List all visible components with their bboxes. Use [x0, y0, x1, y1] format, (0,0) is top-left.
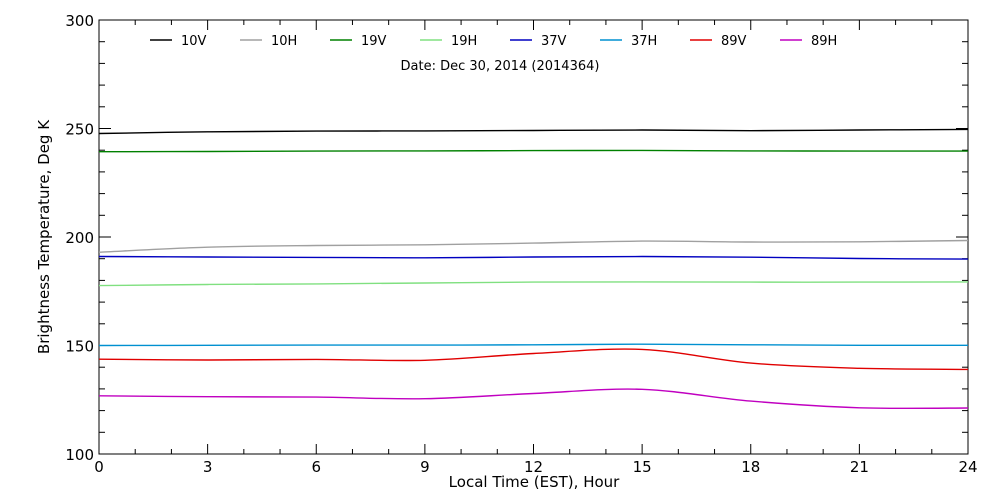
y-tick-label: 100 — [65, 446, 94, 464]
legend-label: 10V — [181, 34, 207, 49]
y-tick-label: 250 — [65, 121, 94, 139]
series-line-19h — [98, 281, 969, 287]
y-tick-label: 200 — [65, 229, 94, 247]
legend-item-19v: 19V — [330, 34, 387, 49]
series-line-37h — [98, 343, 969, 347]
x-tick-label: 9 — [420, 458, 430, 476]
legend-item-89h: 89H — [780, 34, 837, 49]
y-tick-label: 300 — [65, 12, 94, 30]
series-line-10v — [98, 128, 969, 135]
legend-label: 37H — [631, 34, 657, 49]
legend-item-10h: 10H — [240, 34, 297, 49]
x-tick-label: 21 — [850, 458, 869, 476]
legend-label: 37V — [541, 34, 567, 49]
y-axis-title: Brightness Temperature, Deg K — [35, 119, 53, 354]
legend-label: 19V — [361, 34, 387, 49]
legend-label: 89H — [811, 34, 837, 49]
chart-subtitle: Date: Dec 30, 2014 (2014364) — [401, 59, 600, 74]
plot-frame — [98, 19, 969, 455]
y-tick-label: 150 — [65, 338, 94, 356]
axis-ticks — [98, 19, 969, 455]
x-tick-label: 6 — [311, 458, 321, 476]
x-tick-label: 0 — [94, 458, 104, 476]
x-tick-label: 12 — [524, 458, 543, 476]
series-line-89h — [98, 388, 969, 410]
x-tick-label: 24 — [958, 458, 977, 476]
x-axis-title: Local Time (EST), Hour — [449, 473, 620, 491]
legend-item-89v: 89V — [690, 34, 747, 49]
series-line-37v — [98, 255, 969, 260]
legend-item-10v: 10V — [150, 34, 207, 49]
x-tick-label: 3 — [203, 458, 213, 476]
series-line-89v — [98, 348, 969, 371]
legend-label: 19H — [451, 34, 477, 49]
x-tick-label: 18 — [741, 458, 760, 476]
axis-tick-labels: 0 3 6 9 12 15 18 21 24 100 150 200 250 300 — [65, 12, 977, 476]
legend: 10V 10H 19V 19H 37V 37H 89V 89H — [150, 34, 837, 49]
series-line-19v — [98, 149, 968, 153]
series-line-10h — [98, 239, 969, 253]
legend-item-37h: 37H — [600, 34, 657, 49]
x-tick-label: 15 — [633, 458, 652, 476]
legend-label: 10H — [271, 34, 297, 49]
legend-item-19h: 19H — [420, 34, 477, 49]
legend-label: 89V — [721, 34, 747, 49]
legend-item-37v: 37V — [510, 34, 567, 49]
series-lines — [98, 128, 969, 410]
